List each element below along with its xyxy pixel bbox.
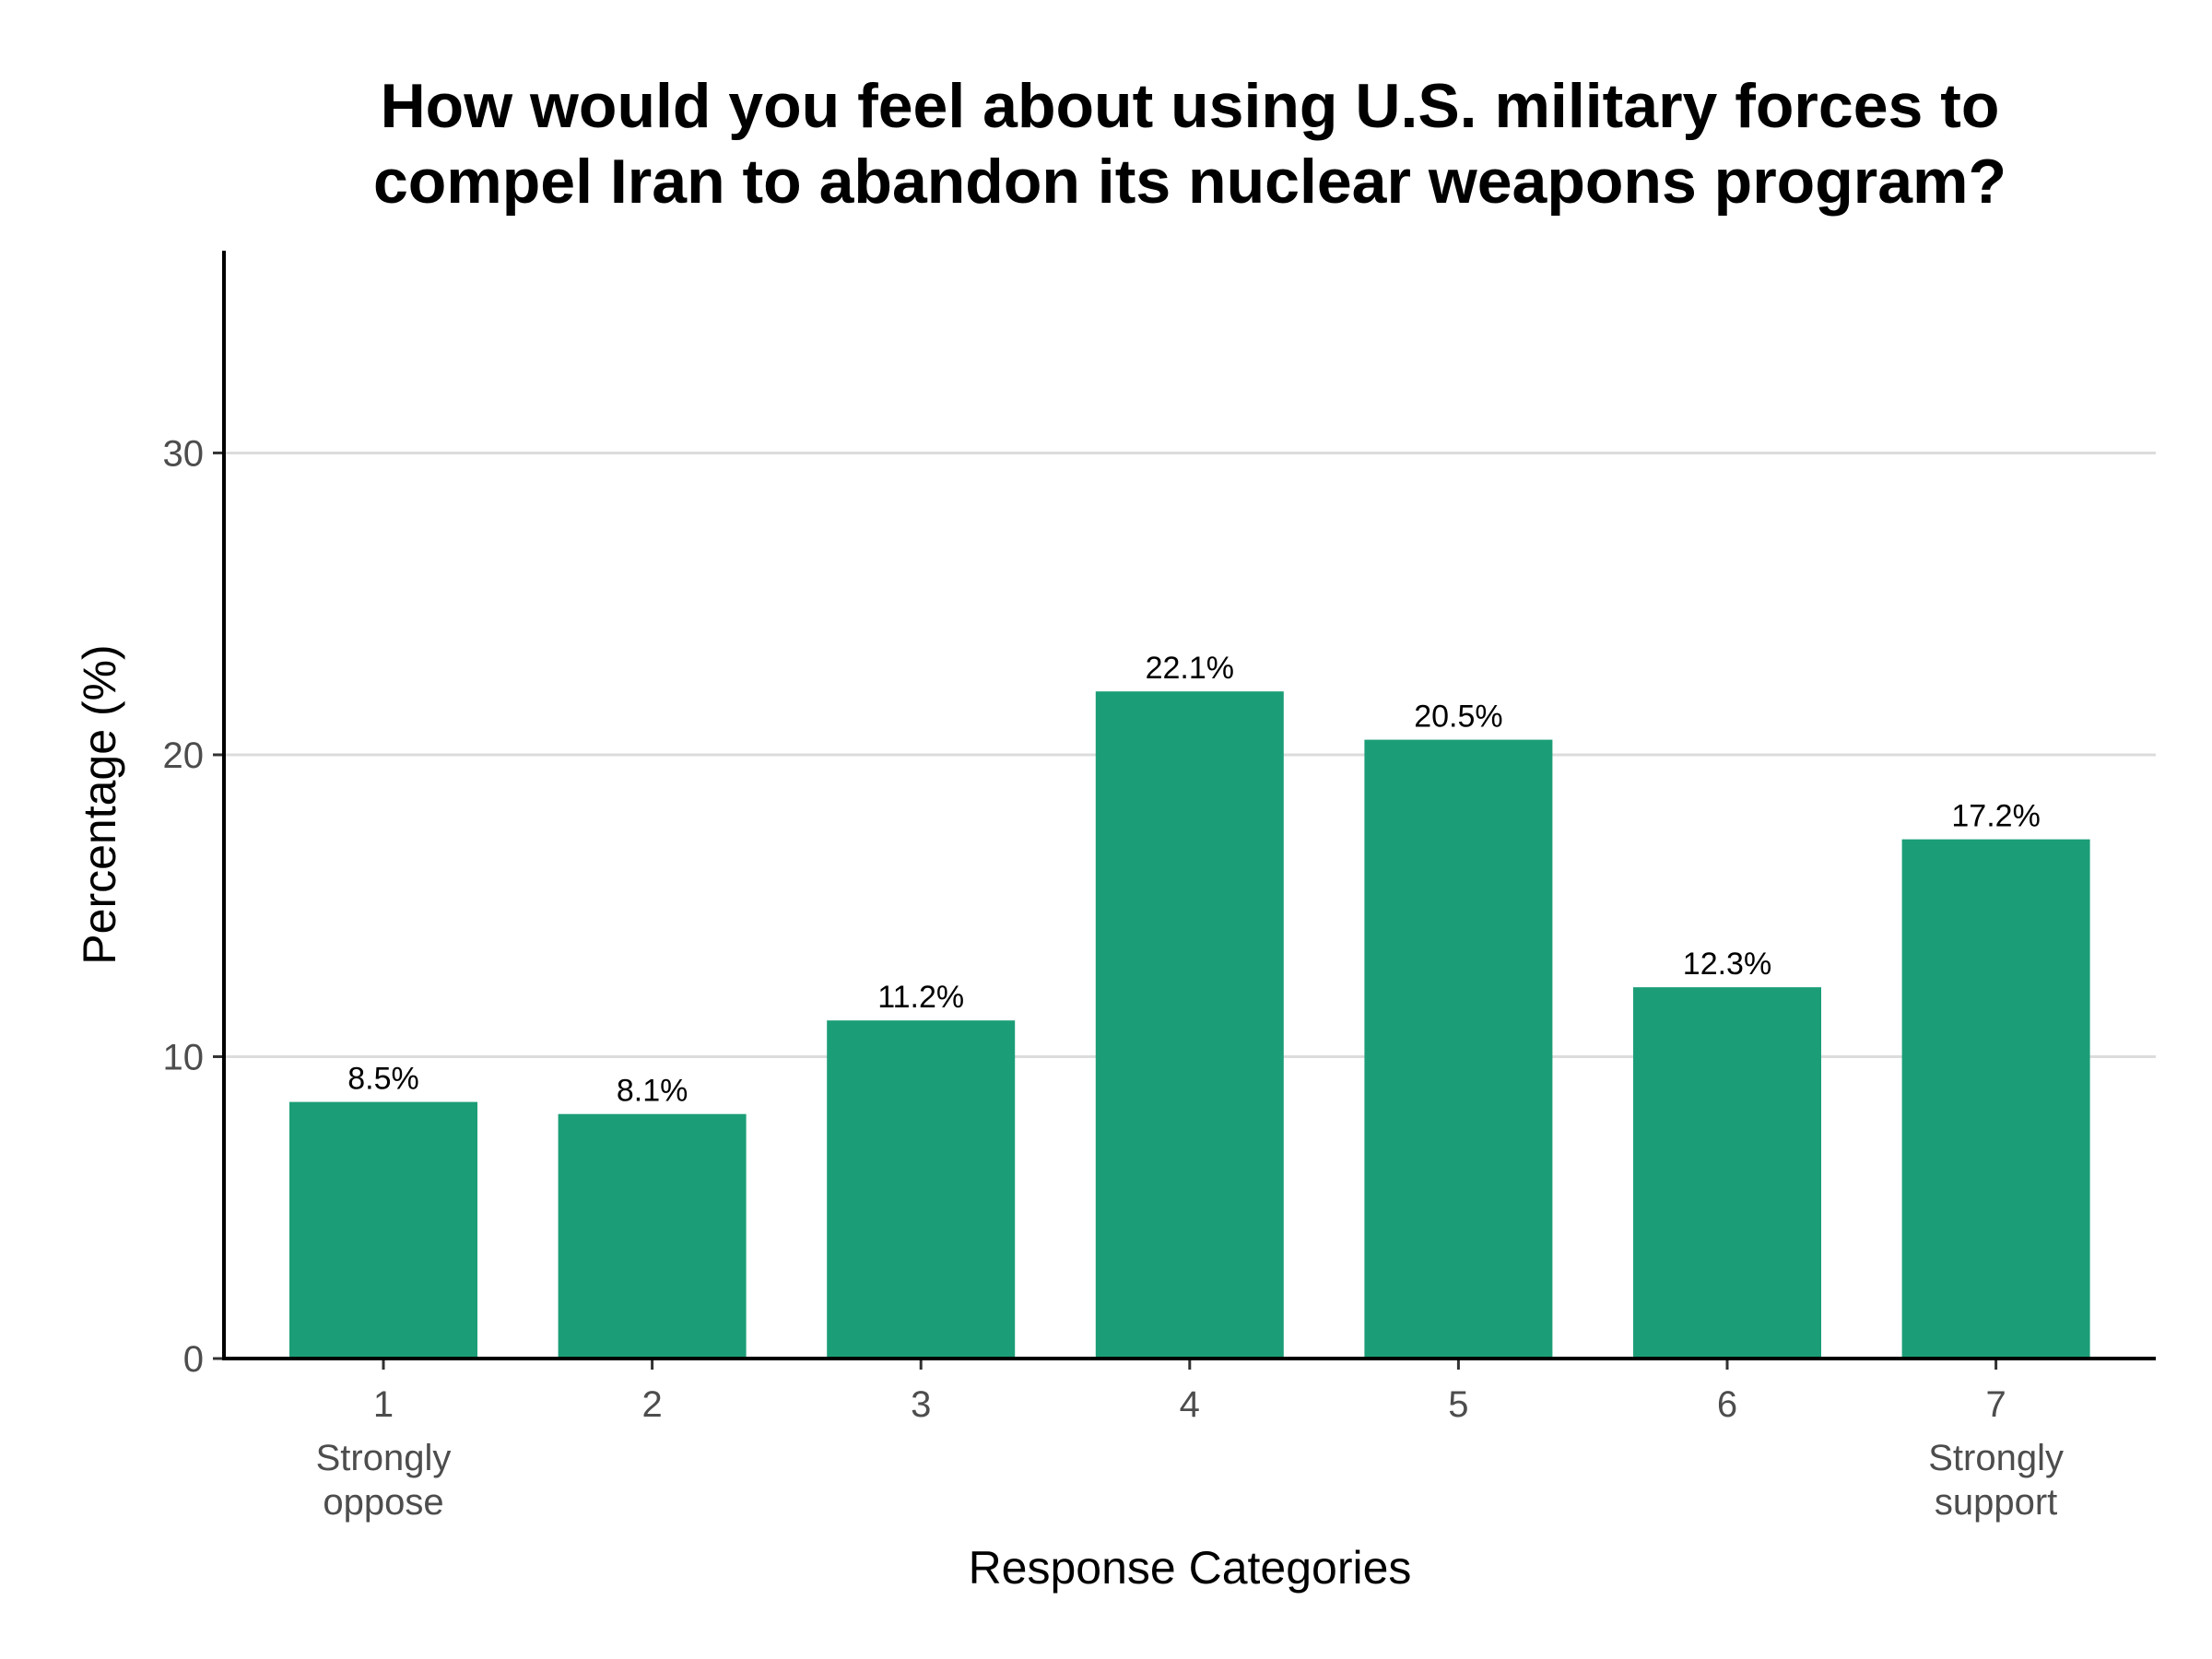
chart-title-line-1: How would you feel about using U.S. mili… xyxy=(381,71,2000,141)
x-tick-label: 7 xyxy=(1985,1384,2006,1425)
y-tick-label: 10 xyxy=(163,1037,205,1077)
x-tick-sublabel: Strongly xyxy=(316,1438,452,1478)
x-tick-label: 2 xyxy=(641,1384,662,1425)
data-label: 11.2% xyxy=(877,980,964,1015)
y-tick-label: 20 xyxy=(163,735,205,776)
x-tick-sublabel: support xyxy=(1935,1482,2057,1523)
y-tick-label: 0 xyxy=(183,1339,204,1380)
data-label: 20.5% xyxy=(1414,700,1502,735)
data-label: 8.5% xyxy=(347,1062,419,1097)
y-tick-label: 30 xyxy=(163,433,205,474)
x-tick-label: 4 xyxy=(1180,1384,1200,1425)
x-tick-label: 3 xyxy=(911,1384,931,1425)
bar-5 xyxy=(1364,739,1553,1359)
x-tick-label: 6 xyxy=(1717,1384,1737,1425)
bar-6 xyxy=(1633,987,1821,1359)
x-tick-sublabel: Strongly xyxy=(1928,1438,2064,1478)
bar-2 xyxy=(558,1113,747,1359)
chart-title-line-2: compel Iran to abandon its nuclear weapo… xyxy=(373,147,2006,217)
data-label: 22.1% xyxy=(1146,651,1234,686)
bar-7 xyxy=(1901,839,2090,1359)
x-tick-sublabel: oppose xyxy=(323,1482,443,1523)
y-axis-title: Percentage (%) xyxy=(74,644,125,964)
bar-3 xyxy=(827,1020,1016,1359)
x-tick-label: 5 xyxy=(1448,1384,1468,1425)
bar-1 xyxy=(289,1101,477,1359)
x-tick-label: 1 xyxy=(373,1384,394,1425)
bar-4 xyxy=(1095,691,1284,1359)
x-axis-title: Response Categories xyxy=(969,1542,1412,1594)
data-label: 17.2% xyxy=(1951,799,2040,834)
data-label: 8.1% xyxy=(617,1074,688,1109)
data-label: 12.3% xyxy=(1683,947,1771,982)
